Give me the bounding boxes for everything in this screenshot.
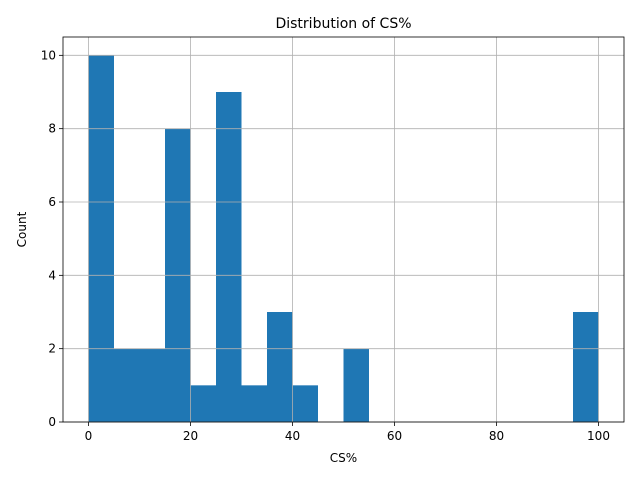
x-tick-label: 0 — [85, 429, 93, 443]
y-tick-label: 4 — [48, 268, 56, 282]
y-axis-label: Count — [15, 211, 29, 247]
x-tick-label: 20 — [183, 429, 198, 443]
bar — [114, 348, 140, 422]
bar — [216, 92, 242, 422]
y-tick-label: 2 — [48, 342, 56, 356]
bar — [88, 55, 114, 422]
bar — [267, 312, 293, 422]
y-tick-label: 10 — [41, 48, 56, 62]
bar — [343, 348, 369, 422]
bar — [139, 348, 165, 422]
x-tick-label: 60 — [387, 429, 402, 443]
bar — [573, 312, 599, 422]
x-axis-label: CS% — [330, 451, 357, 465]
y-tick-label: 0 — [48, 415, 56, 429]
bar — [190, 385, 216, 422]
y-tick-label: 6 — [48, 195, 56, 209]
chart-title: Distribution of CS% — [275, 16, 411, 32]
x-tick-label: 40 — [285, 429, 300, 443]
plot-frame — [62, 36, 625, 423]
bar — [292, 385, 318, 422]
x-tick-label: 80 — [489, 429, 504, 443]
y-tick-label: 8 — [48, 122, 56, 136]
bar — [241, 385, 267, 422]
x-tick-label: 100 — [587, 429, 610, 443]
